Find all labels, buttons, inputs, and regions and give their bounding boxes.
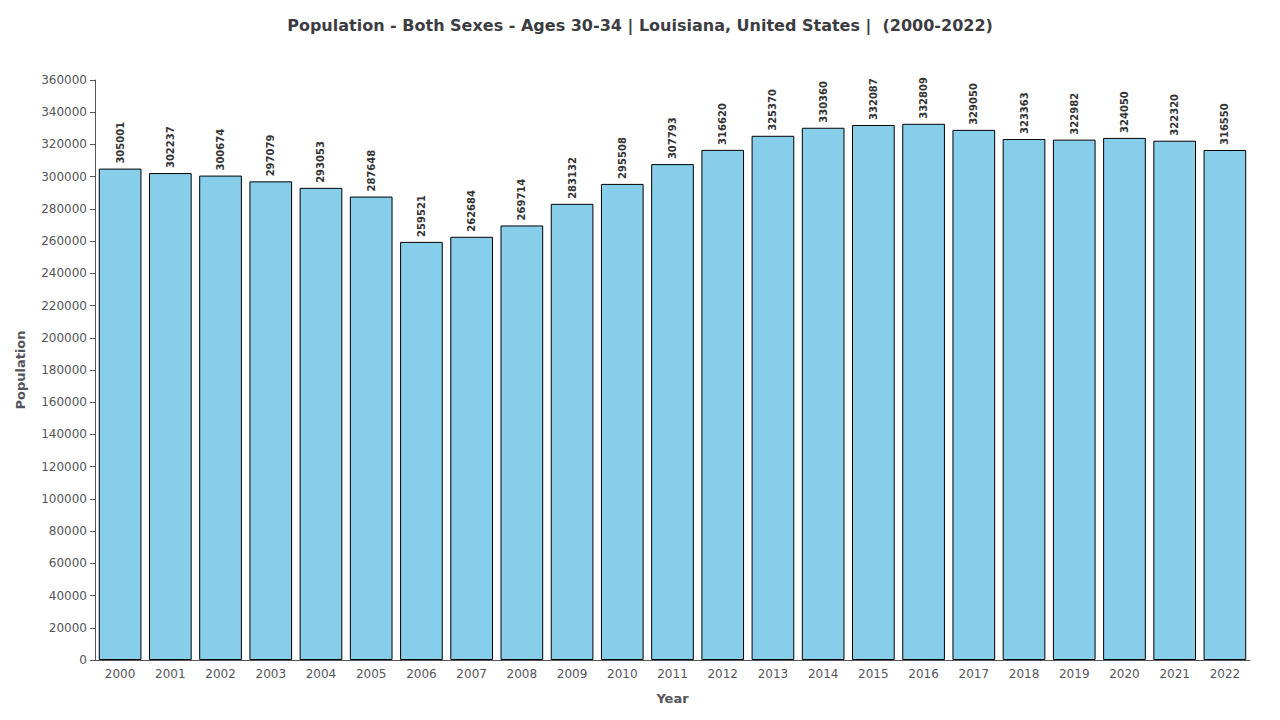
svg-text:2017: 2017	[959, 667, 990, 681]
svg-text:307793: 307793	[667, 117, 678, 159]
svg-text:100000: 100000	[41, 492, 87, 506]
svg-text:323363: 323363	[1019, 92, 1030, 134]
svg-text:2016: 2016	[908, 667, 939, 681]
svg-text:322982: 322982	[1069, 93, 1080, 135]
svg-text:300674: 300674	[215, 129, 226, 171]
svg-text:160000: 160000	[41, 395, 87, 409]
svg-text:80000: 80000	[49, 524, 87, 538]
svg-text:269714: 269714	[516, 179, 527, 221]
svg-text:2005: 2005	[356, 667, 387, 681]
svg-text:360000: 360000	[41, 73, 87, 87]
svg-text:300000: 300000	[41, 170, 87, 184]
svg-text:325370: 325370	[767, 89, 778, 131]
svg-text:120000: 120000	[41, 460, 87, 474]
svg-text:297079: 297079	[265, 135, 276, 177]
svg-text:324050: 324050	[1119, 91, 1130, 133]
svg-text:280000: 280000	[41, 202, 87, 216]
svg-text:260000: 260000	[41, 234, 87, 248]
svg-text:Population: Population	[13, 330, 28, 409]
svg-text:340000: 340000	[41, 105, 87, 119]
svg-text:322320: 322320	[1169, 94, 1180, 136]
svg-text:2012: 2012	[707, 667, 738, 681]
svg-text:2001: 2001	[155, 667, 186, 681]
svg-text:2000: 2000	[105, 667, 136, 681]
svg-text:2015: 2015	[858, 667, 889, 681]
svg-text:2004: 2004	[306, 667, 337, 681]
svg-text:330360: 330360	[818, 81, 829, 123]
svg-text:283132: 283132	[567, 157, 578, 199]
svg-text:180000: 180000	[41, 363, 87, 377]
svg-text:2003: 2003	[255, 667, 286, 681]
svg-text:2002: 2002	[205, 667, 236, 681]
svg-text:200000: 200000	[41, 331, 87, 345]
svg-text:20000: 20000	[49, 621, 87, 635]
svg-text:60000: 60000	[49, 556, 87, 570]
svg-text:40000: 40000	[49, 589, 87, 603]
svg-text:140000: 140000	[41, 427, 87, 441]
svg-text:316550: 316550	[1219, 103, 1230, 145]
svg-text:320000: 320000	[41, 137, 87, 151]
svg-text:2013: 2013	[758, 667, 789, 681]
svg-text:332087: 332087	[868, 78, 879, 120]
svg-text:316620: 316620	[717, 103, 728, 145]
svg-text:2021: 2021	[1159, 667, 1190, 681]
svg-text:2020: 2020	[1109, 667, 1140, 681]
svg-text:2018: 2018	[1009, 667, 1040, 681]
svg-text:287648: 287648	[366, 150, 377, 192]
svg-text:Population - Both Sexes - Ages: Population - Both Sexes - Ages 30-34 | L…	[287, 16, 993, 36]
svg-text:262684: 262684	[466, 190, 477, 232]
svg-text:2011: 2011	[657, 667, 688, 681]
svg-text:Year: Year	[655, 691, 689, 706]
svg-text:259521: 259521	[416, 195, 427, 237]
svg-text:2009: 2009	[557, 667, 588, 681]
svg-text:2019: 2019	[1059, 667, 1090, 681]
svg-text:305001: 305001	[115, 122, 126, 164]
svg-text:293053: 293053	[315, 141, 326, 183]
svg-text:295508: 295508	[617, 137, 628, 179]
svg-text:0: 0	[79, 653, 87, 667]
svg-text:329050: 329050	[968, 83, 979, 125]
svg-text:2014: 2014	[808, 667, 839, 681]
svg-text:332809: 332809	[918, 77, 929, 119]
svg-text:240000: 240000	[41, 266, 87, 280]
svg-text:302237: 302237	[165, 126, 176, 168]
svg-text:2006: 2006	[406, 667, 437, 681]
svg-text:220000: 220000	[41, 299, 87, 313]
svg-text:2022: 2022	[1210, 667, 1241, 681]
svg-text:2010: 2010	[607, 667, 638, 681]
svg-text:2008: 2008	[507, 667, 538, 681]
svg-text:2007: 2007	[456, 667, 487, 681]
